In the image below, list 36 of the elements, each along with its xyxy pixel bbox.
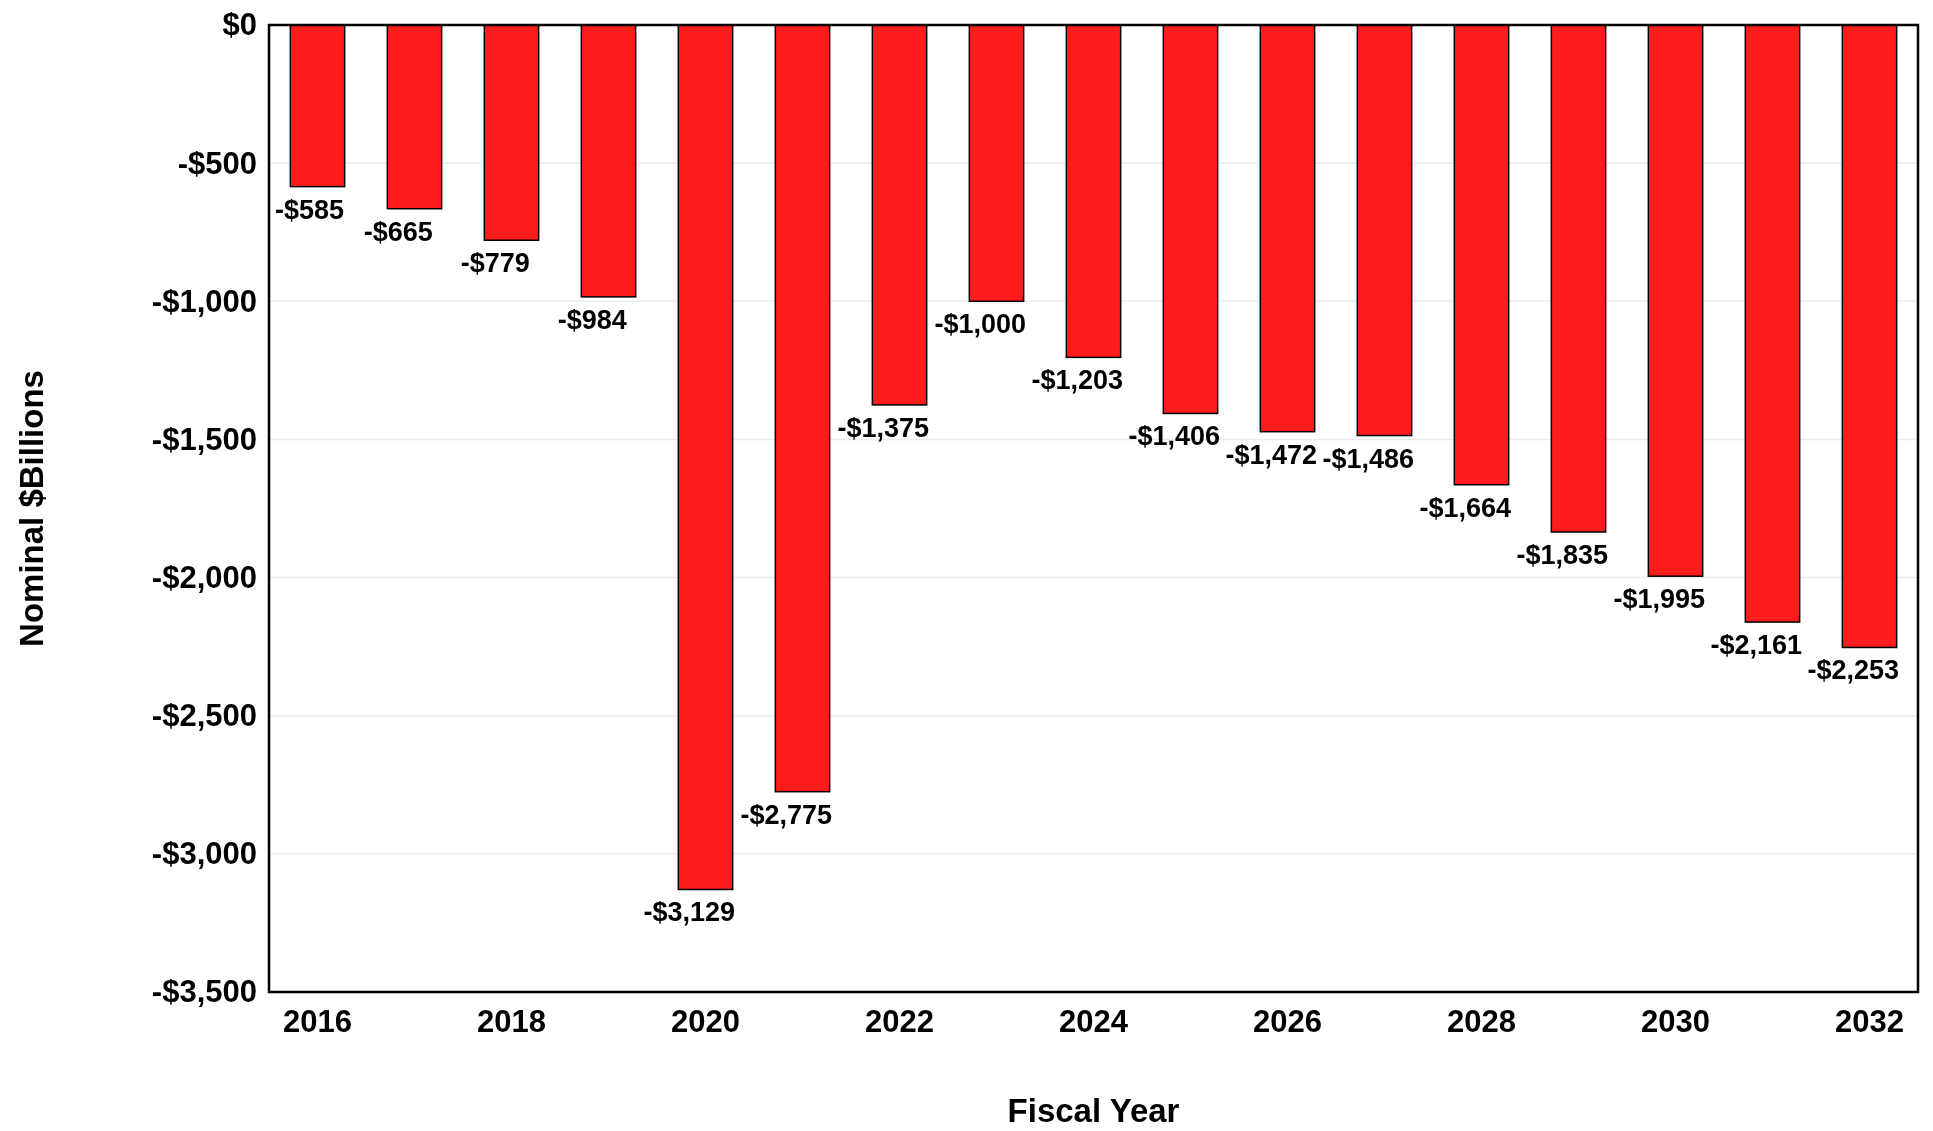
x-tick-label: 2028: [1447, 1004, 1516, 1040]
data-label: -$1,995: [1613, 584, 1705, 615]
x-tick-label: 2032: [1835, 1004, 1904, 1040]
data-label: -$585: [275, 194, 345, 225]
x-tick-label: 2018: [477, 1004, 546, 1040]
y-tick-label: -$1,000: [151, 283, 257, 319]
data-label: -$1,835: [1516, 539, 1608, 570]
data-label: -$1,375: [837, 412, 929, 443]
data-label: -$2,253: [1807, 655, 1899, 686]
x-axis-title: Fiscal Year: [1007, 1092, 1180, 1129]
data-label: -$779: [460, 248, 530, 279]
x-tick-label: 2026: [1253, 1004, 1322, 1040]
y-tick-label: -$2,500: [151, 698, 257, 734]
data-label: -$2,161: [1710, 630, 1802, 661]
x-tick-label: 2022: [865, 1004, 934, 1040]
y-axis-title: Nominal $Billions: [13, 370, 50, 647]
x-tick-label: 2016: [283, 1004, 352, 1040]
data-label: -$984: [557, 304, 627, 335]
y-tick-label: -$3,500: [151, 974, 257, 1010]
data-label: -$1,664: [1419, 492, 1511, 523]
y-tick-label: -$500: [177, 145, 257, 181]
x-tick-label: 2020: [671, 1004, 740, 1040]
x-tick-label: 2030: [1641, 1004, 1710, 1040]
data-label: -$2,775: [740, 799, 832, 830]
data-label: -$1,472: [1225, 439, 1317, 470]
y-tick-label: -$2,000: [151, 559, 257, 595]
data-label: -$1,203: [1031, 365, 1123, 396]
data-label: -$1,406: [1128, 421, 1220, 452]
data-label: -$1,486: [1322, 443, 1414, 474]
data-label: -$1,000: [934, 309, 1026, 340]
y-tick-label: -$1,500: [151, 421, 257, 457]
y-tick-label: -$3,000: [151, 836, 257, 872]
data-label: -$3,129: [643, 897, 735, 928]
data-label: -$665: [363, 216, 433, 247]
x-tick-label: 2024: [1059, 1004, 1129, 1040]
y-tick-label: $0: [222, 7, 257, 43]
